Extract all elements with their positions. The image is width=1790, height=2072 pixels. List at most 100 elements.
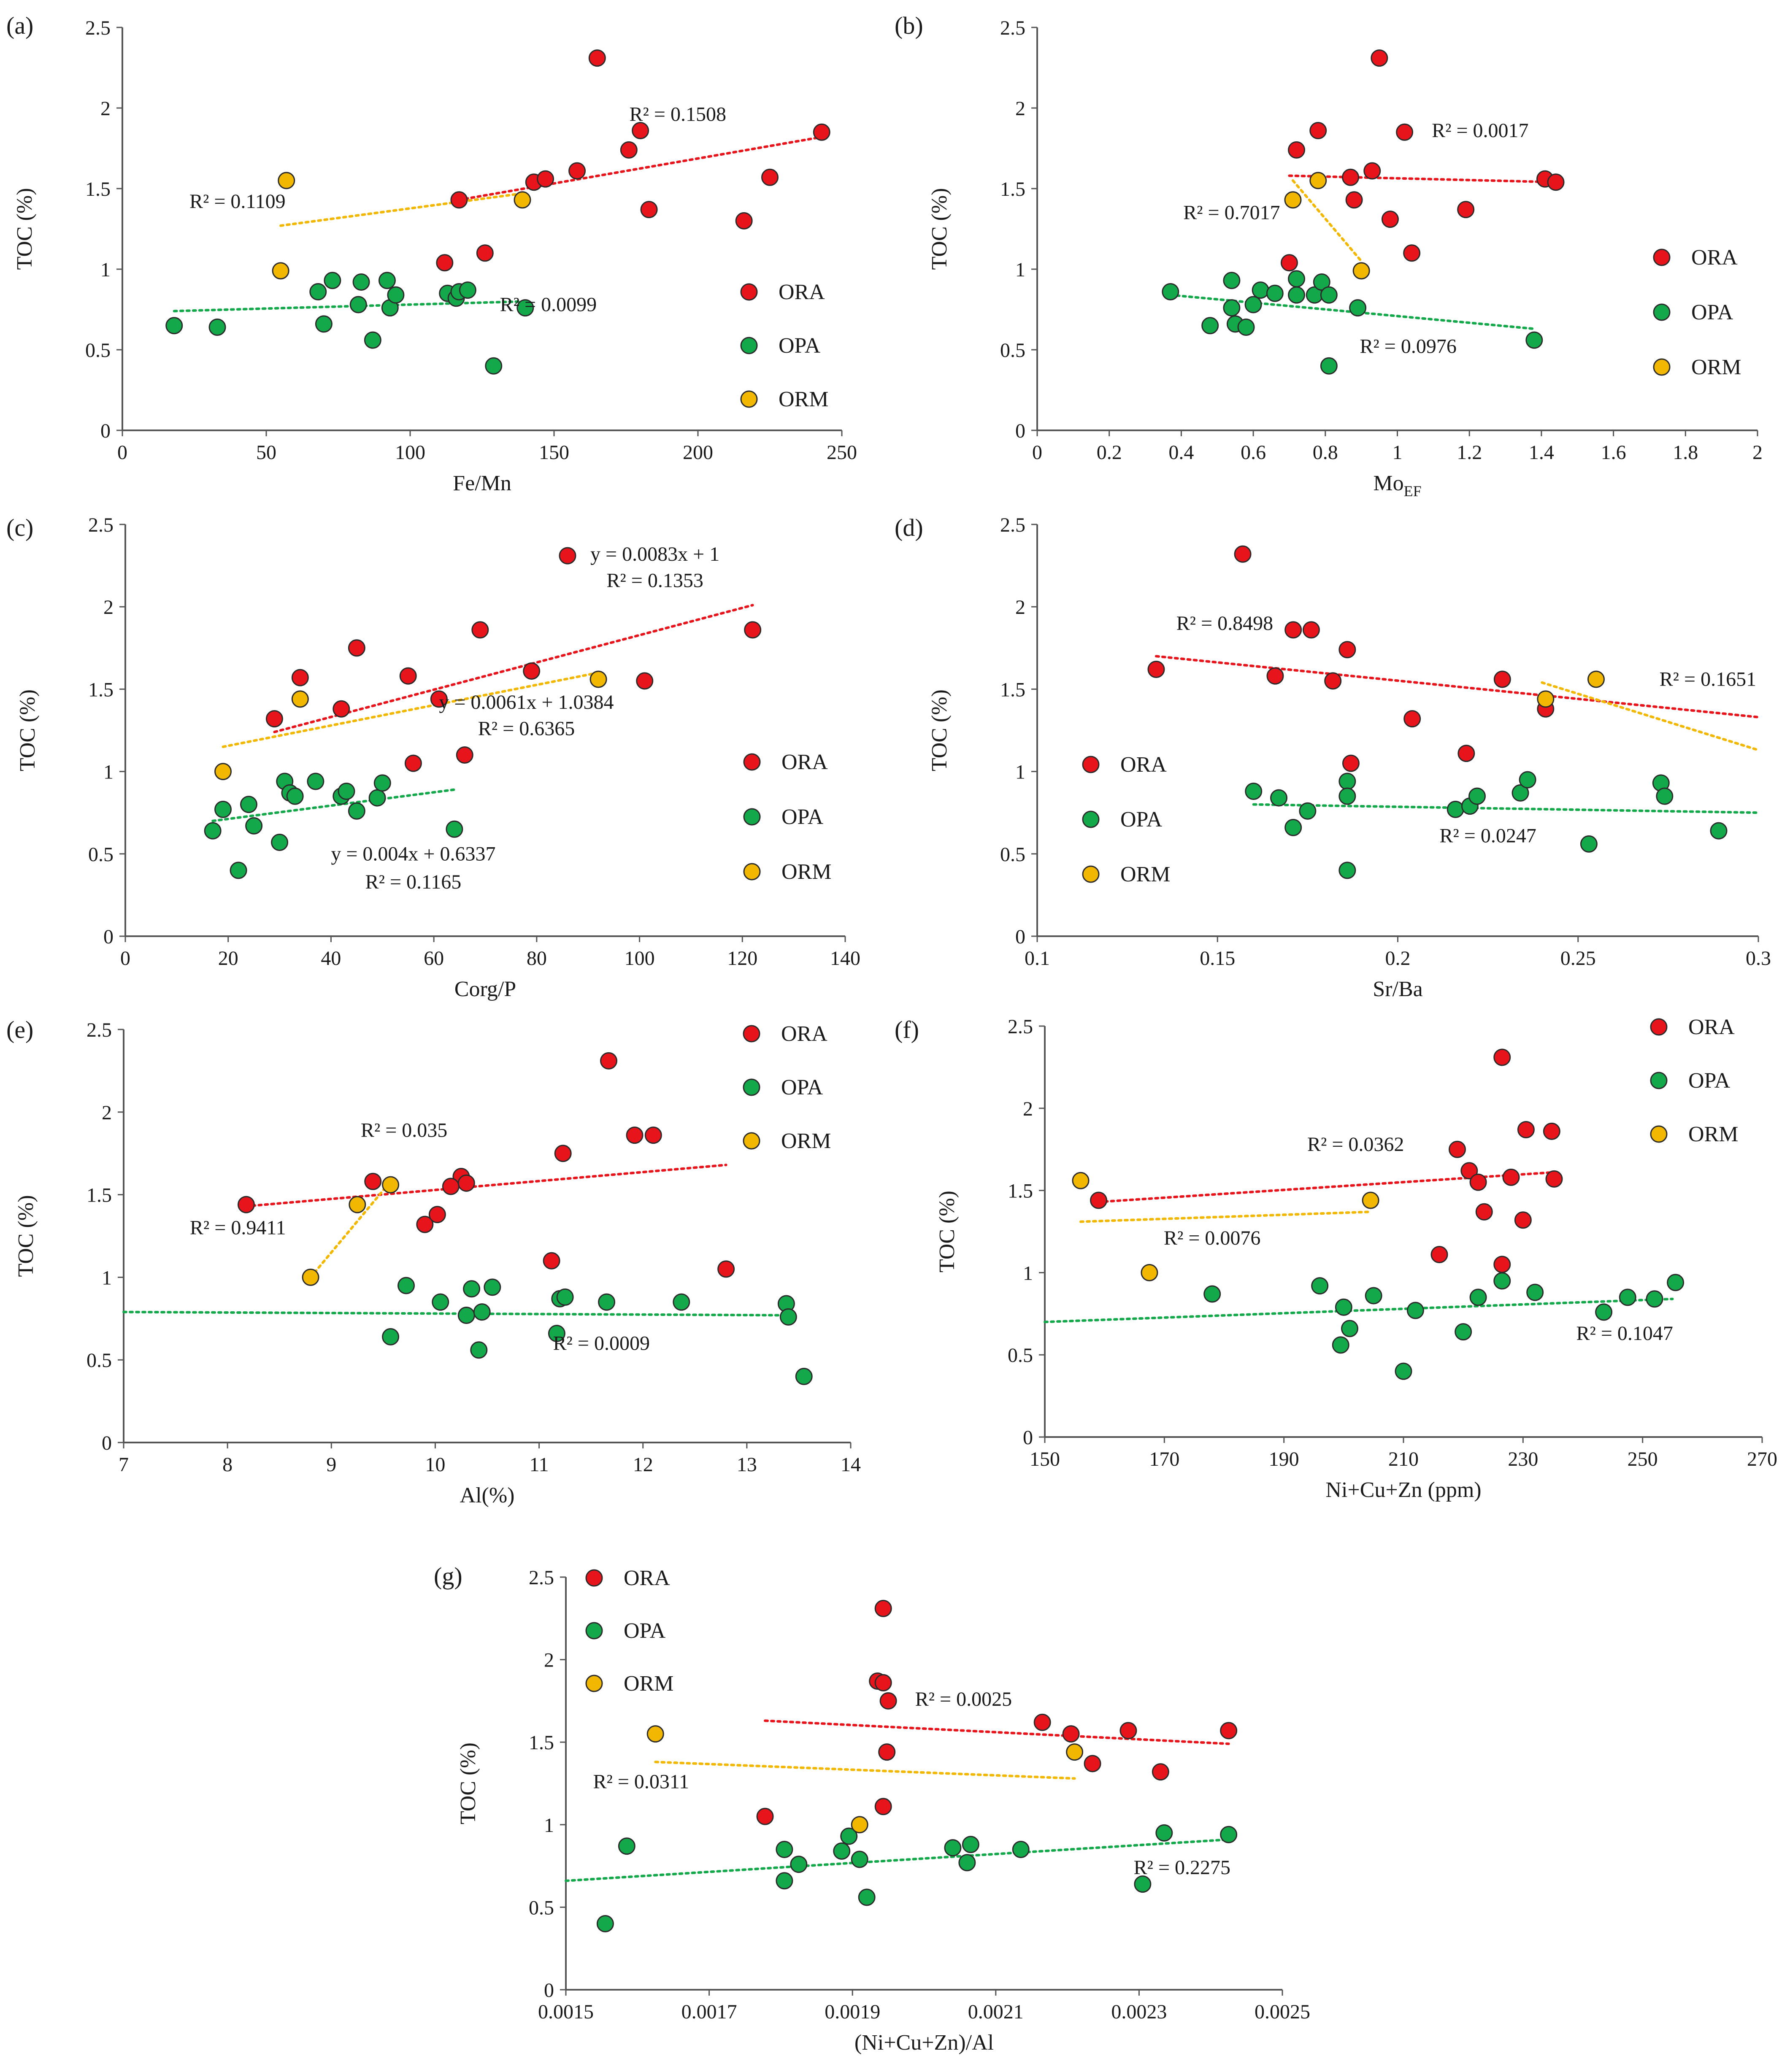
- data-point-opa: [962, 1836, 979, 1853]
- y-tick-label: 0.5: [529, 1896, 554, 1919]
- y-tick-label: 0.5: [1000, 339, 1025, 362]
- data-point-ora: [1457, 745, 1475, 762]
- annotation-label: R² = 0.1508: [630, 103, 726, 126]
- data-point-opa: [1162, 283, 1179, 300]
- data-point-opa: [1332, 1336, 1349, 1354]
- legend-marker-ora: [585, 1569, 603, 1587]
- legend-label: ORM: [781, 1129, 831, 1153]
- data-point-ora: [874, 1599, 892, 1617]
- data-point-ora: [291, 669, 309, 686]
- data-point-ora: [537, 170, 554, 188]
- data-point-opa: [309, 283, 327, 300]
- data-point-ora: [620, 141, 638, 159]
- data-point-ora: [523, 662, 541, 680]
- data-point-opa: [1455, 1323, 1472, 1341]
- y-tick-label: 0: [1023, 1426, 1033, 1449]
- y-axis-title: TOC (%): [927, 188, 952, 270]
- legend-marker-opa: [740, 337, 758, 354]
- y-tick-label: 2: [1023, 1098, 1033, 1120]
- data-point-ora: [1062, 1725, 1080, 1743]
- data-point-opa: [596, 1915, 614, 1933]
- data-point-opa: [1580, 835, 1598, 853]
- data-point-opa: [618, 1837, 635, 1855]
- panel-label: (b): [895, 12, 923, 39]
- data-point-opa: [795, 1367, 813, 1385]
- data-point-ora: [1220, 1722, 1238, 1740]
- data-point-opa: [1270, 789, 1288, 807]
- data-point-opa: [315, 315, 333, 333]
- legend-label: ORA: [624, 1566, 670, 1590]
- trendline-ora: [457, 135, 823, 201]
- data-point-opa: [944, 1839, 962, 1857]
- data-point-ora: [1234, 545, 1252, 563]
- data-point-ora: [1514, 1211, 1532, 1229]
- x-tick-label: 0.25: [1560, 947, 1596, 970]
- chart-panel-e: (e) 7 8 9 10 11 12 13 14 0 0.5 1 1.5 2 2.5 Al(%) TOC (%)…: [6, 1016, 861, 1507]
- data-point-opa: [271, 833, 289, 851]
- data-point-ora: [1475, 1203, 1493, 1221]
- trendline-orm: [654, 1761, 1076, 1780]
- data-point-opa: [1365, 1287, 1382, 1305]
- x-tick-label: 0.2: [1385, 947, 1411, 970]
- legend-marker-orm: [743, 863, 761, 881]
- data-point-orm: [291, 690, 309, 708]
- annotation-label: R² = 0.035: [361, 1119, 447, 1142]
- annotation-label: R² = 0.0311: [593, 1771, 689, 1793]
- data-point-ora: [416, 1216, 434, 1233]
- y-tick-label: 1.5: [529, 1732, 554, 1754]
- chart-panel-a: (a) 0 50 100 150 200 250 0 0.5 1 1.5 2 2.5 Fe/Mn TOC (…: [6, 12, 857, 495]
- chart-panel-c: (c) 0 20 40 60 80 100 120 140 0 0.5 1 1.5 2 2.5 Corg/P T…: [6, 514, 860, 1001]
- legend-label: OPA: [1120, 808, 1163, 832]
- data-point-orm: [589, 670, 607, 688]
- y-axis-title: TOC (%): [456, 1742, 480, 1824]
- data-point-opa: [338, 782, 355, 800]
- data-point-opa: [1311, 1277, 1329, 1295]
- x-tick-label: 0.0023: [1111, 2001, 1167, 2023]
- data-point-opa: [1468, 787, 1486, 805]
- data-point-opa: [1335, 1298, 1352, 1316]
- x-tick-label: 0.0017: [681, 2001, 737, 2023]
- data-point-opa: [1320, 357, 1338, 375]
- x-tick-label: 20: [218, 947, 238, 970]
- data-point-ora: [1403, 710, 1421, 728]
- data-point-opa: [833, 1842, 851, 1860]
- data-point-opa: [1526, 1283, 1544, 1301]
- annotation-label: R² = 0.0099: [500, 293, 597, 316]
- data-point-opa: [473, 1303, 491, 1321]
- data-point-ora: [1284, 621, 1302, 639]
- y-tick-label: 2: [1015, 596, 1025, 619]
- x-tick-label: 0.0019: [825, 2001, 880, 2023]
- data-point-ora: [348, 639, 365, 657]
- data-point-ora: [744, 621, 762, 639]
- y-tick-label: 2: [1015, 97, 1025, 120]
- trendline-orm: [309, 1180, 392, 1279]
- y-axis-title: TOC (%): [13, 188, 37, 270]
- trendline-opa: [173, 300, 527, 313]
- x-axis-title-text: Fe/Mn: [453, 471, 511, 495]
- x-tick-label: 1: [1393, 441, 1403, 464]
- y-tick-label: 1: [103, 761, 114, 783]
- legend-marker-ora: [740, 283, 758, 301]
- data-point-opa: [958, 1854, 976, 1872]
- y-tick-label: 2.5: [85, 17, 111, 39]
- data-point-opa: [1338, 862, 1356, 879]
- y-tick-label: 1.5: [88, 678, 114, 701]
- annotation-label: R² = 0.7017: [1183, 202, 1280, 224]
- data-point-ora: [1147, 661, 1165, 678]
- legend-marker-opa: [743, 1078, 760, 1096]
- data-point-ora: [879, 1692, 897, 1710]
- data-point-opa: [378, 272, 396, 289]
- data-point-ora: [471, 621, 489, 639]
- data-point-ora: [436, 254, 454, 272]
- data-point-opa: [1511, 784, 1529, 802]
- data-point-opa: [245, 817, 263, 835]
- data-point-orm: [514, 191, 531, 209]
- x-tick-label: 2: [1752, 441, 1763, 464]
- annotation-label: R² = 0.1109: [189, 190, 286, 213]
- annotation-label: R² = 0.0976: [1360, 335, 1456, 358]
- y-tick-label: 2.5: [88, 514, 114, 536]
- legend-label: OPA: [779, 334, 821, 358]
- legend-label: ORA: [1120, 753, 1167, 777]
- data-point-ora: [1460, 1162, 1478, 1180]
- data-point-ora: [632, 122, 649, 139]
